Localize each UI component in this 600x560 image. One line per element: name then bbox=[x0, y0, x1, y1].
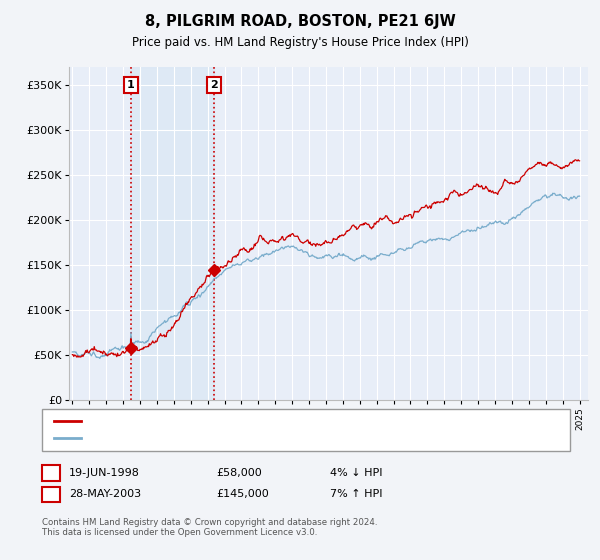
Text: 1: 1 bbox=[47, 468, 55, 478]
Text: 1: 1 bbox=[127, 80, 135, 90]
Text: 8, PILGRIM ROAD, BOSTON, PE21 6JW: 8, PILGRIM ROAD, BOSTON, PE21 6JW bbox=[145, 14, 455, 29]
Text: 2: 2 bbox=[47, 489, 55, 500]
Text: £145,000: £145,000 bbox=[216, 489, 269, 500]
Text: 4% ↓ HPI: 4% ↓ HPI bbox=[330, 468, 383, 478]
Text: 7% ↑ HPI: 7% ↑ HPI bbox=[330, 489, 383, 500]
Bar bbox=[131, 67, 214, 400]
Text: £58,000: £58,000 bbox=[216, 468, 262, 478]
Text: Price paid vs. HM Land Registry's House Price Index (HPI): Price paid vs. HM Land Registry's House … bbox=[131, 36, 469, 49]
Text: 8, PILGRIM ROAD, BOSTON, PE21 6JW (detached house): 8, PILGRIM ROAD, BOSTON, PE21 6JW (detac… bbox=[84, 416, 374, 426]
Text: 28-MAY-2003: 28-MAY-2003 bbox=[69, 489, 141, 500]
Text: 19-JUN-1998: 19-JUN-1998 bbox=[69, 468, 140, 478]
Text: HPI: Average price, detached house, Boston: HPI: Average price, detached house, Bost… bbox=[84, 433, 313, 443]
Text: Contains HM Land Registry data © Crown copyright and database right 2024.
This d: Contains HM Land Registry data © Crown c… bbox=[42, 518, 377, 538]
Text: 2: 2 bbox=[211, 80, 218, 90]
